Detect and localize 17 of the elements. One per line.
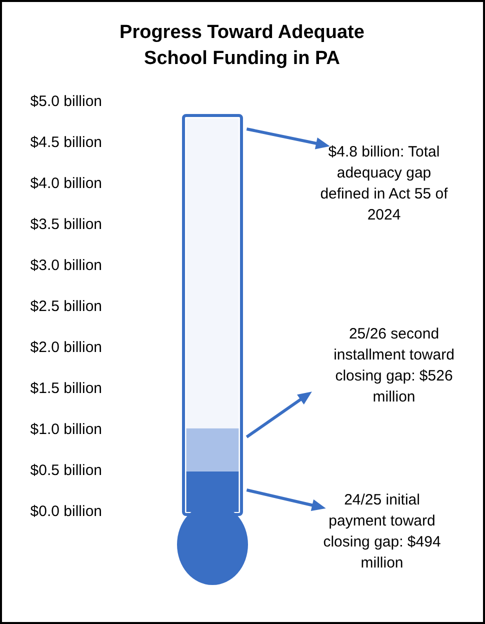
y-tick-label: $3.0 billion bbox=[30, 257, 102, 274]
y-tick-label: $2.0 billion bbox=[30, 339, 102, 356]
y-tick-label: $4.5 billion bbox=[30, 134, 102, 152]
bar bbox=[186, 118, 239, 428]
bar bbox=[186, 428, 239, 472]
text: 24/25 initial payment toward closing gap: $494 million bbox=[323, 492, 441, 572]
y-tick-label: $5.0 billion bbox=[30, 93, 102, 110]
y-tick-label: $0.0 billion bbox=[30, 503, 102, 520]
y-tick-label: $3.5 billion bbox=[30, 216, 102, 234]
y-tick-label: $1.5 billion bbox=[30, 380, 102, 398]
y-tick-label: $0.5 billion bbox=[30, 462, 102, 480]
chart-title: Progress Toward Adequate School Funding in PA bbox=[118, 21, 366, 71]
y-tick-label: $2.5 billion bbox=[30, 298, 102, 316]
y-tick-label: $4.0 billion bbox=[30, 175, 102, 192]
text: $4.8 billion: Total adequacy gap defined in Act 55 of 2024 bbox=[320, 144, 449, 224]
text: 25/26 second installment toward closing gap: $526 million bbox=[334, 326, 454, 406]
y-tick-label: $1.0 billion bbox=[30, 421, 102, 438]
